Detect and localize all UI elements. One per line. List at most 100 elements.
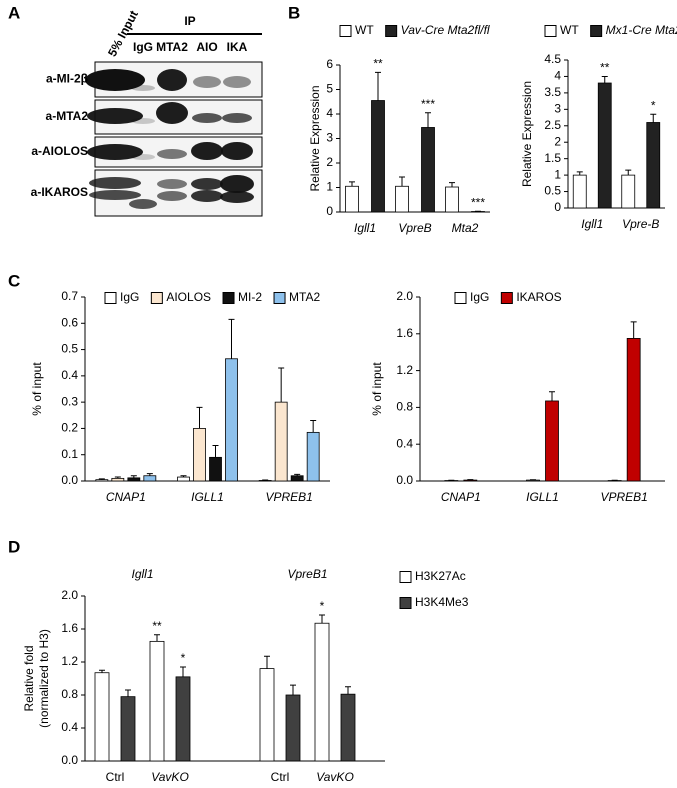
legend-swatch	[222, 292, 235, 304]
legend-swatch	[590, 25, 603, 37]
blot-band	[223, 76, 251, 88]
legend-label: H3K27Ac	[415, 569, 466, 583]
error-bar	[228, 318, 235, 359]
bar	[120, 696, 136, 762]
legend-label: Mx1-Cre Mta2fl/fl	[606, 23, 677, 37]
y-axis-label: % of input	[370, 362, 384, 416]
error-bar	[290, 684, 296, 695]
error-bar	[349, 181, 355, 187]
blot-row-label: a-IKAROS	[31, 185, 88, 199]
blot-band	[157, 191, 187, 201]
bar	[621, 174, 636, 209]
legend-swatch	[150, 292, 163, 304]
lane-label: MTA2	[156, 40, 188, 54]
blot-band	[157, 69, 187, 91]
error-bar	[601, 75, 608, 84]
significance-label: *	[651, 98, 656, 112]
blot-band	[221, 142, 253, 160]
y-tick-label: 2	[554, 134, 561, 148]
group-label: VpreB1	[287, 567, 327, 581]
error-bar	[576, 171, 583, 176]
blot-band	[157, 179, 187, 189]
y-tick-label: 0.4	[61, 720, 78, 734]
blot-band	[85, 69, 145, 91]
y-axis-label: Relative Expression	[308, 85, 322, 191]
legend-swatch	[544, 25, 557, 37]
blot-row-label: a-MI-2β	[46, 72, 88, 86]
blot-band	[222, 113, 252, 123]
lane-label: IKA	[227, 40, 248, 54]
bar	[193, 428, 206, 482]
bar	[463, 479, 478, 482]
bar	[225, 358, 238, 482]
error-bar	[180, 475, 187, 478]
bar	[127, 477, 141, 482]
blot-band	[156, 102, 188, 124]
x-tick-label: VavKO	[151, 770, 189, 784]
bar	[371, 100, 385, 213]
y-tick-label: 0.3	[61, 394, 78, 408]
legend-label: WT	[560, 23, 579, 37]
bar	[143, 475, 157, 482]
bar	[175, 676, 191, 762]
x-tick-label: CNAP1	[106, 490, 146, 504]
bar	[626, 337, 641, 482]
legend-label: IgG	[470, 290, 489, 304]
error-bar	[98, 478, 105, 480]
blot-band	[191, 142, 223, 160]
error-bar	[319, 614, 325, 624]
y-tick-label: 2.0	[61, 588, 78, 602]
y-tick-label: 1.2	[61, 654, 78, 668]
error-bar	[262, 479, 269, 481]
error-bar	[278, 367, 285, 403]
y-tick-label: 0.0	[396, 473, 413, 487]
blot-band	[89, 177, 141, 189]
error-bar	[264, 655, 270, 669]
bar	[314, 622, 330, 762]
legend-label: WT	[355, 23, 374, 37]
legend-swatch	[273, 292, 286, 304]
blot-band	[129, 199, 157, 209]
bar	[285, 694, 301, 762]
bar	[395, 185, 409, 213]
error-bar	[310, 420, 317, 433]
bar	[646, 122, 661, 209]
legend-swatch	[454, 292, 467, 304]
legend-swatch	[339, 25, 352, 37]
blot-band	[131, 154, 155, 160]
bar	[95, 479, 109, 482]
blot-band	[87, 108, 143, 124]
bar	[274, 401, 288, 482]
y-tick-label: 1.6	[61, 621, 78, 635]
error-bar	[345, 686, 351, 695]
bar	[597, 82, 612, 209]
y-tick-label: 3.5	[544, 85, 561, 99]
significance-label: ***	[471, 195, 485, 209]
y-axis-label: (normalized to H3)	[37, 629, 51, 728]
significance-label: ***	[421, 97, 435, 111]
lane-label: AIO	[196, 40, 217, 54]
group-label: Igll1	[131, 567, 153, 581]
x-tick-label: IGLL1	[526, 490, 559, 504]
bar	[306, 431, 320, 482]
blot-band	[157, 149, 187, 159]
error-bar	[125, 689, 131, 697]
bar	[526, 479, 540, 482]
bar	[545, 400, 559, 482]
y-tick-label: 0.8	[61, 687, 78, 701]
bar	[345, 185, 359, 213]
y-tick-label: 0.6	[61, 315, 78, 329]
blot-band	[191, 178, 223, 190]
x-tick-label: CNAP1	[441, 490, 481, 504]
significance-label: **	[152, 619, 162, 633]
bar	[259, 668, 275, 762]
y-tick-label: 5	[326, 82, 333, 96]
significance-label: *	[320, 599, 325, 613]
bar	[572, 174, 587, 209]
y-tick-label: 1.6	[396, 326, 413, 340]
y-axis-label: Relative Expression	[520, 81, 534, 187]
x-tick-label: Vpre-B	[622, 217, 659, 231]
y-tick-label: 4	[326, 106, 333, 120]
